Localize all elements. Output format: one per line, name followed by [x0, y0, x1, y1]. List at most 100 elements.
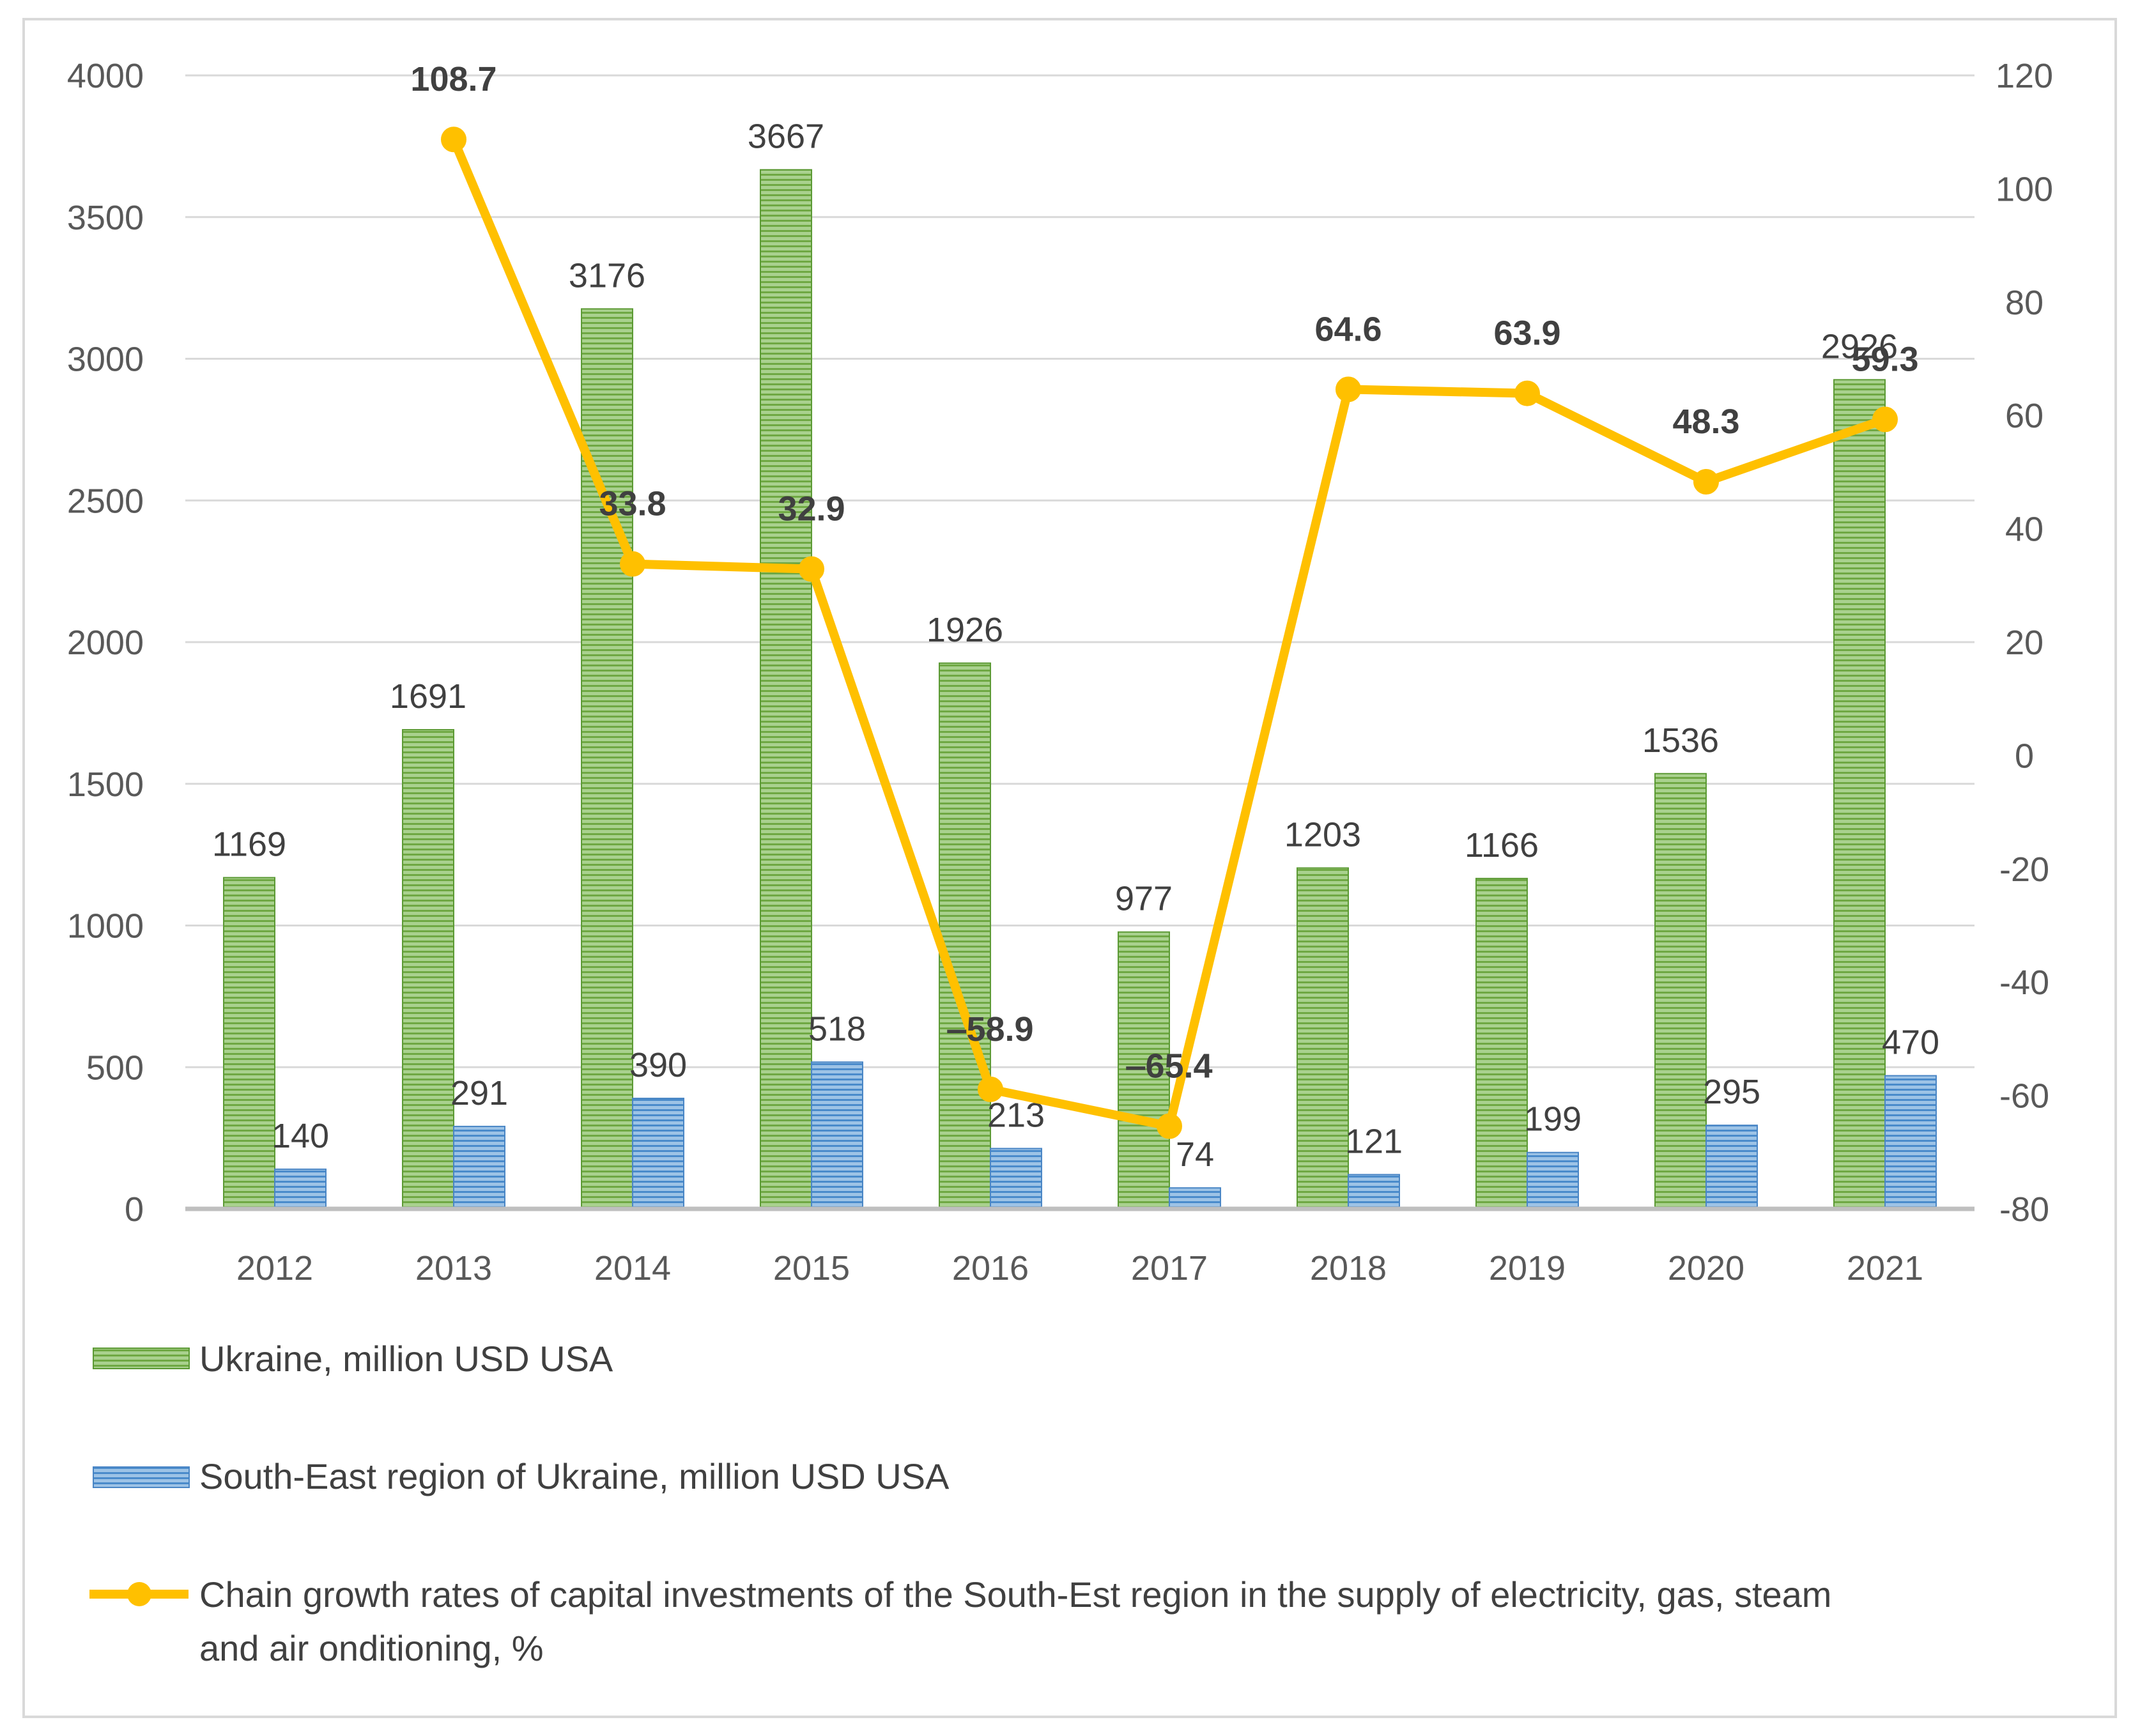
bar-data-labels: 1169 1691 3176 3667 1926 977 1203 1166 1536 2926 1…	[212, 118, 1939, 1174]
growth-label: 64.6	[1314, 310, 1382, 348]
right-tick-label: 60	[2005, 397, 2044, 435]
growth-point	[799, 556, 824, 582]
bar-ukraine	[1654, 772, 1707, 1210]
growth-point	[1514, 380, 1540, 406]
left-tick-label: 3500	[67, 199, 144, 237]
left-tick-label: 0	[125, 1190, 144, 1229]
bar-ukraine	[402, 729, 454, 1210]
bar-label-south-east: 518	[808, 1010, 866, 1048]
bar-south-east	[1705, 1125, 1758, 1210]
bar-ukraine	[1118, 931, 1170, 1210]
bar-south-east	[274, 1168, 327, 1210]
left-axis: 0 500 1000 1500 2000 2500 3000 3500 4000	[67, 57, 144, 1229]
growth-label: 108.7	[410, 60, 497, 98]
legend-label-ukraine: Ukraine, million USD USA	[199, 1339, 613, 1379]
bar-ukraine	[760, 169, 812, 1210]
bar-label-south-east: 291	[450, 1074, 508, 1112]
growth-label: 48.3	[1672, 403, 1739, 441]
bar-south-east	[1527, 1151, 1579, 1210]
growth-label: 63.9	[1493, 314, 1560, 353]
bar-south-east	[453, 1125, 505, 1210]
x-tick-label: 2019	[1489, 1249, 1566, 1287]
bar-south-east	[632, 1098, 684, 1210]
bar-label-ukraine: 1536	[1642, 721, 1719, 760]
growth-label: 32.9	[778, 490, 845, 528]
bar-ukraine	[1833, 379, 1886, 1210]
line-data-labels: 108.7 33.8 32.9 ‒58.9 ‒65.4 64.6 63.9 48.3 59.3	[410, 60, 1918, 1085]
left-tick-label: 2000	[67, 624, 144, 662]
bar-label-south-east: 470	[1882, 1024, 1939, 1062]
legend: Ukraine, million USD USA South-East regio…	[89, 1339, 1831, 1668]
legend-swatch-ukraine	[93, 1348, 190, 1369]
left-tick-label: 1500	[67, 765, 144, 804]
left-tick-label: 500	[86, 1049, 144, 1087]
bar-label-south-east: 121	[1345, 1122, 1403, 1160]
bar-ukraine	[223, 877, 275, 1210]
bar-south-east	[1884, 1075, 1937, 1210]
bar-ukraine	[1475, 877, 1528, 1210]
right-tick-label: 0	[2015, 737, 2034, 775]
x-tick-label: 2020	[1668, 1249, 1744, 1287]
bar-label-south-east: 390	[629, 1046, 687, 1084]
growth-label: 33.8	[599, 485, 666, 523]
bar-label-ukraine: 2926	[1821, 327, 1898, 365]
right-tick-label: -20	[1999, 850, 2049, 889]
bar-label-ukraine: 977	[1115, 880, 1173, 918]
left-tick-label: 3000	[67, 341, 144, 379]
left-tick-label: 2500	[67, 482, 144, 520]
legend-swatch-south-east	[93, 1466, 190, 1488]
growth-line	[441, 127, 1898, 1139]
right-tick-label: -60	[1999, 1077, 2049, 1116]
growth-label: 59.3	[1851, 340, 1918, 378]
bar-south-east	[1348, 1174, 1400, 1210]
x-tick-label: 2021	[1847, 1249, 1923, 1287]
right-tick-label: 20	[2005, 624, 2044, 662]
bar-south-east	[811, 1061, 863, 1210]
growth-point	[978, 1076, 1003, 1102]
bar-label-ukraine: 1203	[1284, 815, 1361, 854]
x-tick-label: 2018	[1310, 1249, 1387, 1287]
growth-point	[1157, 1113, 1182, 1139]
legend-swatch-growth-marker	[127, 1582, 151, 1606]
x-tick-label: 2012	[236, 1249, 313, 1287]
bars	[223, 169, 1937, 1210]
x-axis: 2012 2013 2014 2015 2016 2017 2018 2019 2020 2021	[236, 1249, 1923, 1287]
right-tick-label: 120	[1996, 57, 2053, 95]
x-tick-label: 2016	[952, 1249, 1029, 1287]
right-tick-label: -80	[1999, 1190, 2049, 1229]
growth-point	[1872, 406, 1898, 433]
left-tick-label: 1000	[67, 907, 144, 946]
growth-point	[1693, 468, 1719, 495]
x-tick-label: 2014	[594, 1249, 671, 1287]
x-tick-label: 2013	[415, 1249, 492, 1287]
chart-border	[22, 18, 2117, 1718]
bar-label-ukraine: 3667	[748, 118, 824, 156]
bar-label-south-east: 74	[1176, 1135, 1214, 1174]
x-tick-label: 2015	[773, 1249, 850, 1287]
bar-south-east	[1169, 1187, 1221, 1210]
right-tick-label: 40	[2005, 511, 2044, 549]
bar-label-south-east: 199	[1524, 1100, 1582, 1139]
bar-label-ukraine: 3176	[569, 256, 645, 295]
bar-south-east	[990, 1148, 1042, 1210]
growth-point	[1336, 376, 1361, 403]
growth-point	[620, 551, 645, 577]
bar-label-ukraine: 1926	[927, 611, 1003, 649]
bar-label-ukraine: 1166	[1465, 826, 1539, 864]
bar-ukraine	[1297, 867, 1349, 1210]
growth-label: ‒58.9	[946, 1010, 1033, 1049]
growth-point	[441, 127, 466, 153]
left-tick-label: 4000	[67, 57, 144, 95]
growth-label: ‒65.4	[1125, 1047, 1212, 1085]
right-tick-label: 80	[2005, 284, 2044, 322]
right-tick-label: 100	[1996, 170, 2053, 208]
bar-ukraine	[939, 662, 991, 1210]
bar-label-south-east: 140	[272, 1117, 329, 1155]
bar-label-ukraine: 1169	[212, 826, 286, 864]
right-tick-label: -40	[1999, 964, 2049, 1002]
bar-label-ukraine: 1691	[390, 677, 466, 716]
right-axis: -80 -60 -40 -20 0 20 40 60 80 100 120	[1996, 57, 2053, 1229]
legend-label-south-east: South-East region of Ukraine, million US…	[199, 1456, 950, 1496]
legend-label-growth: Chain growth rates of capital investment…	[199, 1574, 1831, 1668]
